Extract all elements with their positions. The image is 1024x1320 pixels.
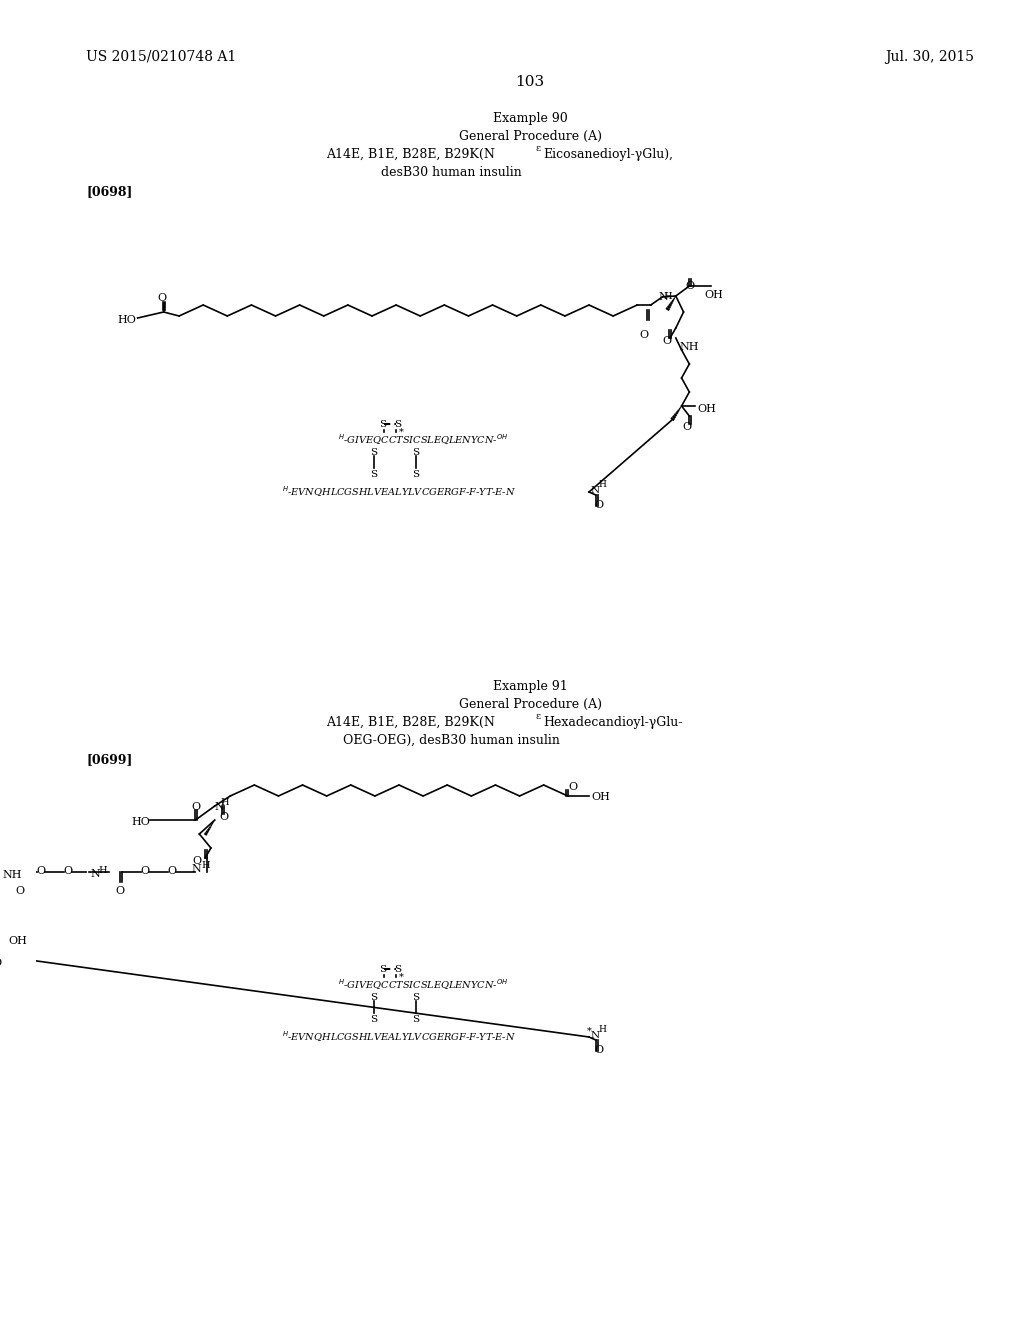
Text: $^{H}$-GIVEQCCTSICSLEQLENYCN-$^{OH}$: $^{H}$-GIVEQCCTSICSLEQLENYCN-$^{OH}$ [338,432,509,446]
Text: S: S [394,965,401,974]
Text: H: H [599,1026,606,1034]
Text: ε: ε [536,144,541,153]
Text: H: H [220,799,229,807]
Text: O: O [190,803,200,812]
Text: OH: OH [697,404,716,414]
Text: HO: HO [131,817,151,828]
Text: N: N [191,865,202,874]
Text: OH: OH [705,290,724,300]
Text: N: N [90,869,100,879]
Text: O: O [116,886,125,896]
Text: O: O [0,958,1,968]
Text: O: O [15,886,25,896]
Text: O: O [683,422,692,432]
Text: S: S [413,470,420,479]
Text: Example 90: Example 90 [493,112,567,125]
Text: H: H [664,292,672,301]
Text: S: S [413,1015,420,1024]
Text: S: S [379,965,386,974]
Text: Example 91: Example 91 [493,680,567,693]
Text: A14E, B1E, B28E, B29K(N: A14E, B1E, B28E, B29K(N [326,148,495,161]
Text: O: O [639,330,648,341]
Text: O: O [63,866,73,876]
Text: S: S [413,993,420,1002]
Text: ε: ε [536,711,541,721]
Text: O: O [594,500,603,510]
Text: O: O [220,812,229,822]
Text: N: N [591,486,600,495]
Text: $^{H}$-GIVEQCCTSICSLEQLENYCN-$^{OH}$: $^{H}$-GIVEQCCTSICSLEQLENYCN-$^{OH}$ [338,977,509,991]
Text: O: O [157,293,166,304]
Text: OH: OH [8,936,28,946]
Text: O: O [663,337,672,346]
Text: NH: NH [3,870,23,880]
Text: OH: OH [591,792,610,803]
Text: H: H [202,861,210,870]
Text: *: * [399,973,403,982]
Text: General Procedure (A): General Procedure (A) [459,698,602,711]
Text: S: S [370,470,377,479]
Text: O: O [686,281,695,290]
Text: H: H [98,866,108,875]
Text: [0698]: [0698] [86,185,133,198]
Text: 103: 103 [516,75,545,88]
Text: Jul. 30, 2015: Jul. 30, 2015 [885,50,974,63]
Text: N: N [591,1031,600,1040]
Text: $^{H}$-EVNQHLCGSHLVEALYLVCGERGF-F-YT-E-N: $^{H}$-EVNQHLCGSHLVEALYLVCGERGF-F-YT-E-N [283,1030,516,1044]
Text: O: O [594,1045,603,1055]
Text: N: N [215,803,224,812]
Text: Hexadecandioyl-γGlu-: Hexadecandioyl-γGlu- [544,715,683,729]
Text: HO: HO [118,315,136,325]
Text: S: S [370,993,377,1002]
Text: desB30 human insulin: desB30 human insulin [381,166,521,180]
Text: O: O [140,866,150,876]
Text: S: S [370,447,377,457]
Text: S: S [394,420,401,429]
Text: General Procedure (A): General Procedure (A) [459,129,602,143]
Text: N: N [658,292,669,302]
Text: A14E, B1E, B28E, B29K(N: A14E, B1E, B28E, B29K(N [326,715,495,729]
Text: O: O [168,866,177,876]
Text: $^{H}$-EVNQHLCGSHLVEALYLVCGERGF-F-YT-E-N: $^{H}$-EVNQHLCGSHLVEALYLVCGERGF-F-YT-E-N [283,484,516,499]
Text: *: * [587,1027,592,1036]
Text: O: O [193,855,202,866]
Text: *: * [399,428,403,437]
Text: Eicosanedioyl-γGlu),: Eicosanedioyl-γGlu), [544,148,674,161]
Text: S: S [370,1015,377,1024]
Text: [0699]: [0699] [86,752,133,766]
Text: OEG-OEG), desB30 human insulin: OEG-OEG), desB30 human insulin [343,734,559,747]
Text: S: S [413,447,420,457]
Text: H: H [599,480,606,488]
Text: NH: NH [680,342,699,352]
Text: O: O [37,866,46,876]
Text: US 2015/0210748 A1: US 2015/0210748 A1 [86,50,237,63]
Text: S: S [379,420,386,429]
Text: O: O [568,781,578,792]
